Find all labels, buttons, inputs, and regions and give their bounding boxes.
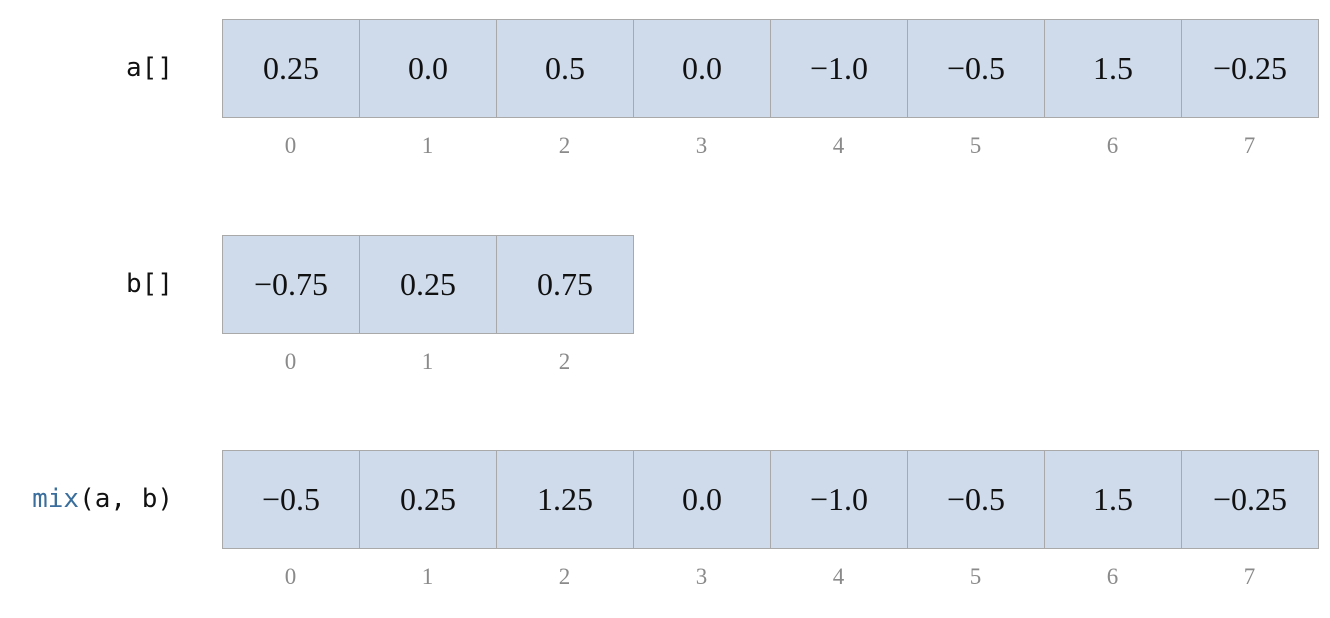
array-mix-indices: 0 1 2 3 4 5 6 7 bbox=[222, 564, 1318, 590]
mix-function-name: mix bbox=[32, 484, 80, 514]
array-a-index: 2 bbox=[558, 133, 571, 158]
array-mix-cell: 1.5 bbox=[1045, 451, 1182, 548]
array-a-index: 4 bbox=[832, 133, 845, 158]
array-b-row: b[] −0.75 0.25 0.75 0 1 2 bbox=[0, 235, 1330, 395]
array-a-index: 0 bbox=[284, 133, 297, 158]
array-a-index: 3 bbox=[695, 133, 708, 158]
array-b-indices: 0 1 2 bbox=[222, 349, 633, 375]
array-mix-index: 2 bbox=[558, 564, 571, 589]
array-b-index: 0 bbox=[284, 349, 297, 374]
array-mix-cells: −0.5 0.25 1.25 0.0 −1.0 −0.5 1.5 −0.25 bbox=[222, 450, 1319, 549]
array-a-label: a[] bbox=[126, 53, 173, 83]
array-b-cell: 0.75 bbox=[497, 236, 634, 333]
array-mix-cell: 0.25 bbox=[360, 451, 497, 548]
array-mix-index: 3 bbox=[695, 564, 708, 589]
array-a-cell: −0.5 bbox=[908, 20, 1045, 117]
array-b-index: 2 bbox=[558, 349, 571, 374]
array-mix-index: 0 bbox=[284, 564, 297, 589]
array-a-cell: 0.25 bbox=[223, 20, 360, 117]
array-a-index: 7 bbox=[1243, 133, 1256, 158]
array-mix-cell: 1.25 bbox=[497, 451, 634, 548]
array-a-indices: 0 1 2 3 4 5 6 7 bbox=[222, 133, 1318, 159]
array-b-cells: −0.75 0.25 0.75 bbox=[222, 235, 634, 334]
array-mix-cell: −1.0 bbox=[771, 451, 908, 548]
array-mix-cell: −0.5 bbox=[908, 451, 1045, 548]
array-mix-cell: 0.0 bbox=[634, 451, 771, 548]
array-a-cell: −0.25 bbox=[1182, 20, 1319, 117]
array-a-cells: 0.25 0.0 0.5 0.0 −1.0 −0.5 1.5 −0.25 bbox=[222, 19, 1319, 118]
array-mix-index: 4 bbox=[832, 564, 845, 589]
array-a-cell: 1.5 bbox=[1045, 20, 1182, 117]
array-mix-index: 6 bbox=[1106, 564, 1119, 589]
array-mix-label: mix(a, b) bbox=[32, 483, 173, 515]
array-b-cell: 0.25 bbox=[360, 236, 497, 333]
array-a-cell: −1.0 bbox=[771, 20, 908, 117]
array-mix-cell: −0.5 bbox=[223, 451, 360, 548]
array-a-cell: 0.0 bbox=[360, 20, 497, 117]
array-mix-index: 7 bbox=[1243, 564, 1256, 589]
array-a-index: 1 bbox=[421, 133, 434, 158]
array-a-cell: 0.5 bbox=[497, 20, 634, 117]
array-mix-cell: −0.25 bbox=[1182, 451, 1319, 548]
array-a-index: 6 bbox=[1106, 133, 1119, 158]
array-b-label: b[] bbox=[126, 269, 173, 299]
array-a-cell: 0.0 bbox=[634, 20, 771, 117]
array-b-cell: −0.75 bbox=[223, 236, 360, 333]
array-mix-index: 1 bbox=[421, 564, 434, 589]
array-b-index: 1 bbox=[421, 349, 434, 374]
mix-function-args: (a, b) bbox=[79, 484, 173, 514]
array-mix-index: 5 bbox=[969, 564, 982, 589]
array-a-row: a[] 0.25 0.0 0.5 0.0 −1.0 −0.5 1.5 −0.25… bbox=[0, 19, 1330, 179]
array-mix-row: mix(a, b) −0.5 0.25 1.25 0.0 −1.0 −0.5 1… bbox=[0, 450, 1330, 610]
array-a-index: 5 bbox=[969, 133, 982, 158]
